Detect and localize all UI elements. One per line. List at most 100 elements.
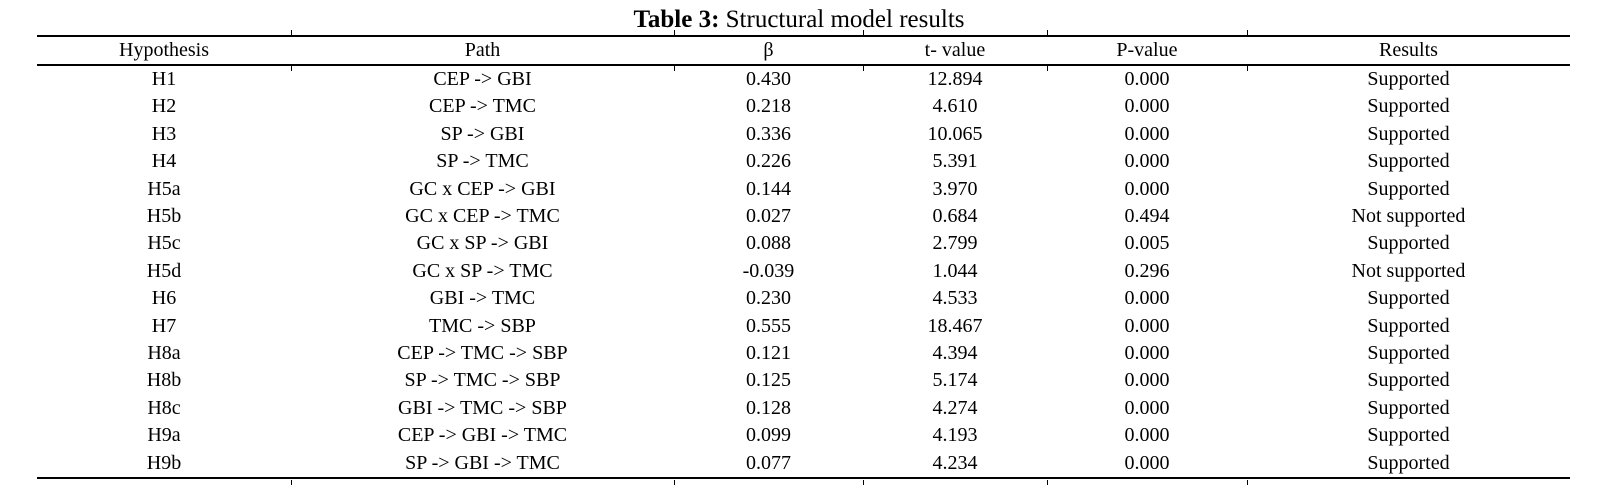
- table-cell: 5.391: [932, 150, 978, 173]
- table-cell: 4.394: [932, 342, 978, 365]
- table-cell: Supported: [1367, 342, 1450, 365]
- table-cell: 2.799: [932, 232, 978, 255]
- table-cell: H2: [151, 95, 177, 118]
- table-cell: 0.000: [1124, 396, 1170, 419]
- table-cell: 4.610: [932, 95, 978, 118]
- table-cell: CEP -> GBI: [433, 68, 532, 90]
- table-cell: H8b: [146, 369, 182, 392]
- table-cell: 0.005: [1124, 232, 1170, 255]
- table-cell: Supported: [1367, 122, 1450, 145]
- table-row: H5d GC x SP -> TMC -0.039 1.044 0.296 Not sup…: [37, 258, 1570, 285]
- col-header-p-value: P-value: [1116, 39, 1178, 61]
- table-row: H6 GBI -> TMC 0.230 4.533 0.000 Supported: [37, 285, 1570, 312]
- table-cell: H5b: [146, 205, 182, 228]
- table-cell: GC x CEP -> GBI: [409, 177, 556, 200]
- column-tick: [1046, 66, 1048, 71]
- table-cell: H9a: [147, 424, 181, 447]
- table-title-label: Table 3:: [633, 6, 720, 33]
- table-cell: 0.000: [1124, 177, 1170, 200]
- table-cell: 3.970: [932, 177, 978, 200]
- table-wrap: Hypothesis Path β t- value P-value Resul…: [37, 30, 1570, 486]
- table-row: H7 TMC -> SBP 0.555 18.467 0.000 Supported: [37, 313, 1570, 340]
- table-cell: 0.296: [1124, 259, 1170, 282]
- column-tick: [862, 30, 864, 35]
- col-header-path: Path: [464, 39, 501, 61]
- column-tick: [673, 480, 675, 486]
- table-cell: H7: [151, 314, 177, 337]
- table-cell: Supported: [1367, 150, 1450, 173]
- table-cell: Supported: [1367, 287, 1450, 310]
- table-cell: 0.684: [932, 205, 978, 228]
- table-cell: 1.044: [932, 259, 978, 282]
- table-cell: 0.000: [1124, 95, 1170, 118]
- table-cell: Supported: [1367, 232, 1450, 255]
- table-body: H1 CEP -> GBI 0.430 12.894 0.000 Supported H2 C…: [37, 65, 1570, 479]
- col-header-t-value: t- value: [924, 39, 986, 61]
- column-tick: [862, 66, 864, 71]
- table-cell: 0.218: [745, 95, 791, 118]
- table-row: H2 CEP -> TMC 0.218 4.610 0.000 Supported: [37, 93, 1570, 120]
- table-cell: GBI -> TMC -> SBP: [398, 396, 567, 419]
- table-cell: 5.174: [932, 369, 978, 392]
- table-cell: H4: [151, 150, 177, 173]
- table-title-text: Structural model results: [719, 6, 965, 33]
- table-cell: 0.430: [745, 68, 791, 90]
- table-cell: 0.000: [1124, 424, 1170, 447]
- table-cell: 0.000: [1124, 122, 1170, 145]
- column-tick: [291, 480, 293, 486]
- table-cell: H5c: [147, 232, 181, 255]
- col-header-beta: β: [763, 39, 774, 61]
- table-cell: CEP -> GBI -> TMC: [397, 424, 568, 447]
- table-cell: SP -> GBI: [440, 122, 525, 145]
- table-cell: 0.336: [745, 122, 791, 145]
- table-cell: 0.027: [745, 205, 791, 228]
- table-title: Table 3: Structural model results: [0, 0, 1598, 35]
- table-cell: 0.077: [745, 451, 791, 474]
- table-cell: 0.000: [1124, 451, 1170, 474]
- table-cell: H9b: [146, 451, 182, 474]
- table-cell: 0.000: [1124, 314, 1170, 337]
- table-cell: TMC -> SBP: [429, 314, 536, 337]
- table-row: H3 SP -> GBI 0.336 10.065 0.000 Supported: [37, 121, 1570, 148]
- table-cell: 0.555: [745, 314, 791, 337]
- column-tick: [1046, 30, 1048, 35]
- column-tick: [673, 66, 675, 71]
- table-cell: SP -> TMC -> SBP: [404, 369, 561, 392]
- table-cell: H5d: [146, 259, 182, 282]
- table-cell: 0.128: [745, 396, 791, 419]
- table-cell: Supported: [1367, 396, 1450, 419]
- table-cell: 12.894: [927, 68, 983, 90]
- table-cell: GC x SP -> TMC: [412, 259, 553, 282]
- table-cell: 10.065: [927, 122, 983, 145]
- table-row: H9b SP -> GBI -> TMC 0.077 4.234 0.000 Suppor…: [37, 450, 1570, 479]
- table-cell: 0.099: [745, 424, 791, 447]
- column-tick: [291, 30, 293, 35]
- table-row: H8a CEP -> TMC -> SBP 0.121 4.394 0.000 Suppo…: [37, 340, 1570, 367]
- table-row: H8c GBI -> TMC -> SBP 0.128 4.274 0.000 Suppo…: [37, 395, 1570, 422]
- col-header-hypothesis: Hypothesis: [119, 39, 209, 61]
- table-cell: H6: [151, 287, 177, 310]
- table-cell: 4.193: [932, 424, 978, 447]
- table-cell: Supported: [1367, 177, 1450, 200]
- table-cell: 0.494: [1124, 205, 1170, 228]
- table-cell: -0.039: [742, 259, 795, 282]
- table-row: H5c GC x SP -> GBI 0.088 2.799 0.005 Supporte…: [37, 230, 1570, 257]
- column-tick: [1246, 66, 1248, 71]
- table-cell: 0.226: [745, 150, 791, 173]
- column-tick: [1246, 30, 1248, 35]
- table-cell: 0.088: [745, 232, 791, 255]
- table-cell: 0.000: [1124, 342, 1170, 365]
- table-cell: GBI -> TMC: [429, 287, 536, 310]
- table-cell: Not supported: [1351, 205, 1466, 228]
- column-tick: [862, 480, 864, 486]
- table-cell: CEP -> TMC: [429, 95, 536, 118]
- table-header-row: Hypothesis Path β t- value P-value Resul…: [37, 36, 1570, 65]
- table-cell: 0.000: [1124, 68, 1170, 90]
- table-cell: 0.125: [745, 369, 791, 392]
- table-cell: 0.000: [1124, 369, 1170, 392]
- table-cell: 0.000: [1124, 287, 1170, 310]
- table-cell: Supported: [1367, 424, 1450, 447]
- table-cell: 4.274: [932, 396, 978, 419]
- table-row: H9a CEP -> GBI -> TMC 0.099 4.193 0.000 Suppo…: [37, 422, 1570, 449]
- table-cell: GC x CEP -> TMC: [405, 205, 560, 228]
